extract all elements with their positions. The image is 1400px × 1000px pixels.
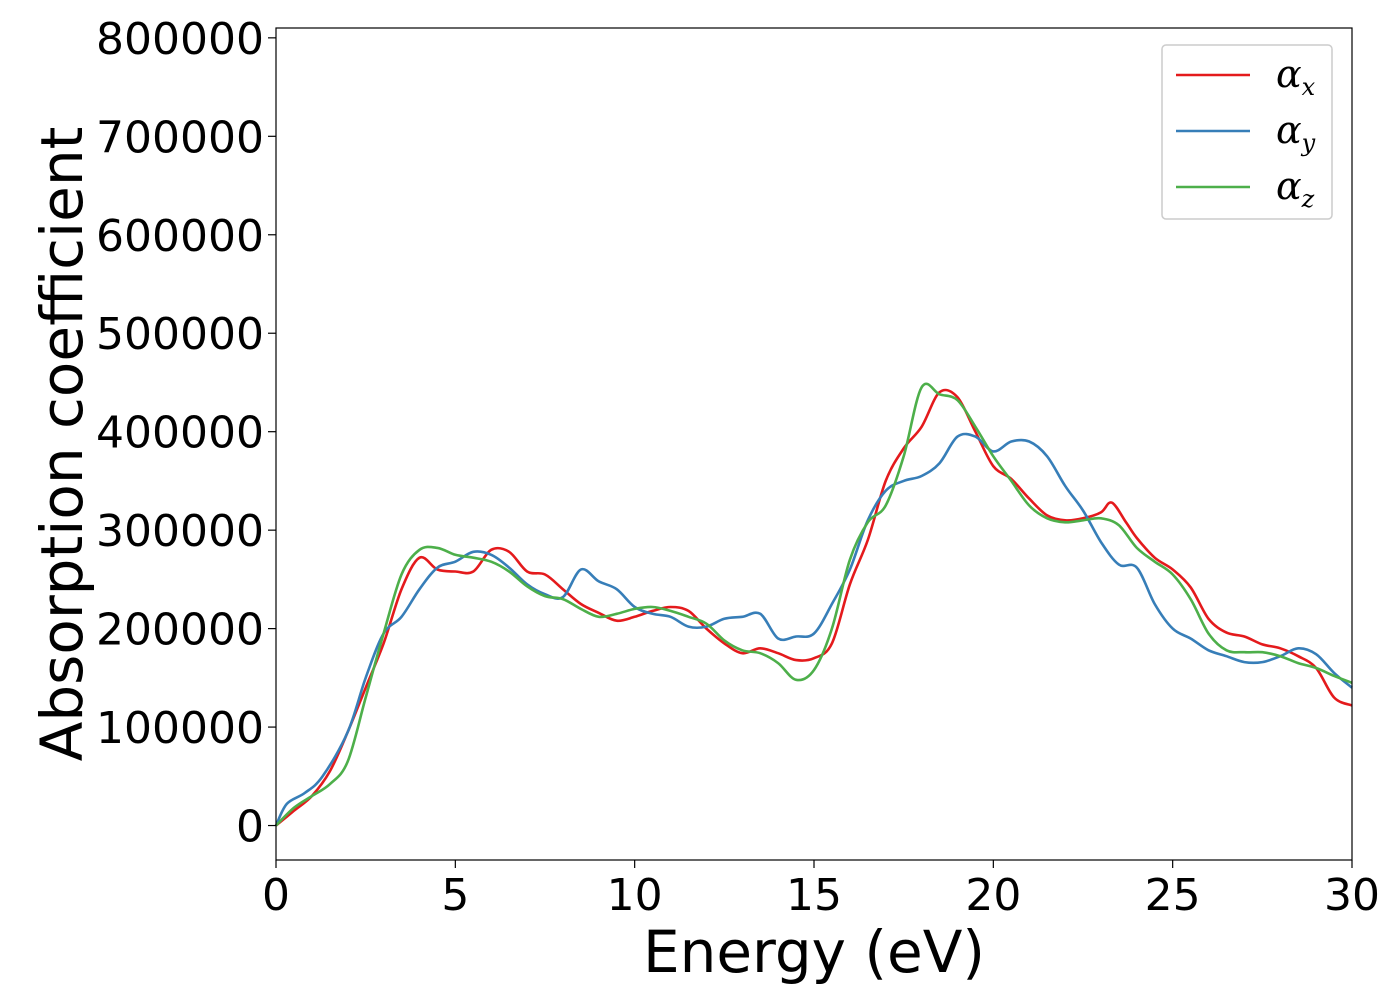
- y-axis-title: Absorption coefficient: [28, 127, 96, 762]
- x-tick-label: 15: [786, 870, 842, 921]
- y-axis-ticks: 0 100000 200000 300000 400000 500000 600000 700…: [96, 14, 276, 853]
- legend-label-alpha-z: αz: [1276, 164, 1315, 213]
- y-tick-label: 600000: [96, 211, 264, 262]
- y-tick-label: 200000: [96, 605, 264, 656]
- series-layer: [274, 382, 1353, 827]
- x-tick-label: 25: [1145, 870, 1201, 921]
- y-tick-label: 0: [236, 802, 264, 853]
- y-tick-label: 300000: [96, 506, 264, 557]
- legend-label-alpha-y: αy: [1276, 108, 1316, 157]
- x-tick-label: 0: [262, 870, 290, 921]
- y-tick-label: 400000: [96, 408, 264, 459]
- series-line-alpha-z: [275, 382, 1353, 827]
- y-tick-label: 800000: [96, 14, 264, 65]
- x-axis-title: Energy (eV): [643, 918, 985, 986]
- x-tick-label: 30: [1324, 870, 1380, 921]
- x-tick-label: 10: [607, 870, 663, 921]
- series-line-alpha-x: [275, 388, 1353, 827]
- plot-frame: [275, 27, 1353, 861]
- legend: αx αy αz: [1161, 44, 1333, 220]
- x-tick-label: 5: [441, 870, 469, 921]
- y-tick-label: 100000: [96, 703, 264, 754]
- x-tick-label: 20: [965, 870, 1021, 921]
- series-line-alpha-y: [274, 432, 1353, 827]
- y-tick-label: 700000: [96, 112, 264, 163]
- y-tick-label: 500000: [96, 309, 264, 360]
- legend-label-alpha-x: αx: [1276, 52, 1316, 101]
- x-axis-ticks: 0 5 10 15 20 25 30: [262, 860, 1380, 921]
